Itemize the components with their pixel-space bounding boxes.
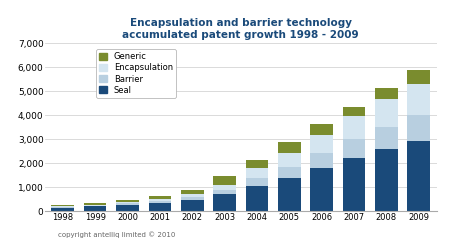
Bar	[278, 178, 301, 211]
Bar	[310, 168, 333, 211]
Bar	[84, 205, 107, 206]
Bar	[407, 84, 430, 115]
Bar	[148, 199, 171, 201]
Bar	[407, 70, 430, 84]
Bar	[148, 201, 171, 203]
Bar	[246, 186, 268, 211]
Bar	[310, 153, 333, 168]
Bar	[84, 206, 107, 211]
Bar	[116, 205, 139, 211]
Bar	[310, 135, 333, 153]
Bar	[213, 185, 236, 190]
Text: copyright antelliq limited © 2010: copyright antelliq limited © 2010	[58, 231, 176, 238]
Bar	[148, 203, 171, 211]
Bar	[375, 127, 398, 149]
Bar	[116, 204, 139, 205]
Bar	[342, 116, 365, 139]
Bar	[84, 203, 107, 205]
Bar	[375, 88, 398, 99]
Bar	[246, 168, 268, 178]
Bar	[278, 167, 301, 178]
Bar	[116, 202, 139, 204]
Bar	[51, 206, 74, 207]
Bar	[278, 153, 301, 167]
Bar	[51, 207, 74, 208]
Bar	[407, 141, 430, 211]
Bar	[407, 115, 430, 141]
Bar	[148, 196, 171, 199]
Bar	[213, 190, 236, 194]
Bar	[375, 99, 398, 127]
Title: Encapsulation and barrier technology
accumulated patent growth 1998 - 2009: Encapsulation and barrier technology acc…	[122, 18, 359, 40]
Legend: Generic, Encapsulation, Barrier, Seal: Generic, Encapsulation, Barrier, Seal	[96, 49, 176, 98]
Bar	[246, 178, 268, 186]
Bar	[278, 142, 301, 153]
Bar	[116, 200, 139, 202]
Bar	[181, 194, 203, 197]
Bar	[342, 107, 365, 116]
Bar	[213, 194, 236, 211]
Bar	[342, 158, 365, 211]
Bar	[342, 139, 365, 158]
Bar	[181, 197, 203, 200]
Bar	[51, 205, 74, 206]
Bar	[246, 160, 268, 168]
Bar	[181, 190, 203, 194]
Bar	[51, 208, 74, 211]
Bar	[181, 200, 203, 211]
Bar	[213, 176, 236, 185]
Bar	[310, 124, 333, 135]
Bar	[375, 149, 398, 211]
